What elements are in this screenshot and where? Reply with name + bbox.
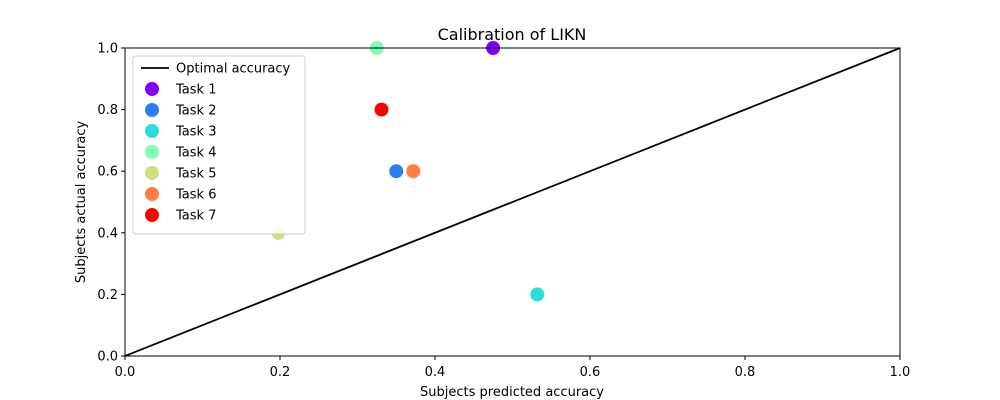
legend-marker-task-2	[145, 103, 159, 117]
legend-marker-task-5	[145, 166, 159, 180]
legend-label-task-4: Task 4	[175, 146, 216, 161]
data-point-task-3	[530, 287, 545, 302]
chart-title: Calibration of LIKN	[438, 25, 587, 44]
x-tick-label: 0.4	[425, 365, 446, 380]
y-tick-label: 0.8	[97, 103, 118, 118]
x-axis-title: Subjects predicted accuracy	[420, 385, 604, 400]
y-tick-label: 0.2	[97, 288, 118, 303]
y-axis-title: Subjects actual accuracy	[74, 121, 89, 284]
x-tick-label: 1.0	[890, 365, 911, 380]
y-tick-label: 0.0	[97, 350, 118, 365]
x-tick-label: 0.2	[270, 365, 291, 380]
legend-label-task-6: Task 6	[175, 188, 216, 203]
legend-box	[132, 55, 306, 235]
legend-marker-task-4	[145, 145, 159, 159]
legend-label-optimal: Optimal accuracy	[176, 62, 291, 77]
y-tick-label: 0.6	[97, 165, 118, 180]
plot-frame	[124, 47, 901, 357]
legend-marker-task-1	[145, 82, 159, 96]
data-point-task-2	[389, 164, 404, 179]
data-point-task-7	[374, 102, 389, 117]
legend-label-task-3: Task 3	[175, 125, 216, 140]
legend-marker-task-7	[145, 208, 159, 222]
x-tick-label: 0.8	[735, 365, 756, 380]
legend-label-task-2: Task 2	[175, 104, 216, 119]
data-point-task-6	[406, 164, 421, 179]
optimal-accuracy-line	[124, 47, 901, 357]
legend-marker-task-6	[145, 187, 159, 201]
x-tick-label: 0.0	[115, 365, 136, 380]
legend-marker-task-3	[145, 124, 159, 138]
legend-label-task-1: Task 1	[175, 83, 216, 98]
y-tick-label: 0.4	[97, 226, 118, 241]
legend-label-task-5: Task 5	[175, 167, 216, 182]
legend-label-task-7: Task 7	[175, 209, 216, 224]
x-tick-label: 0.6	[580, 365, 601, 380]
legend: Optimal accuracy Task 1 Task 2 Task 3 Task 4…	[132, 55, 306, 235]
y-tick-label: 1.0	[97, 42, 118, 57]
